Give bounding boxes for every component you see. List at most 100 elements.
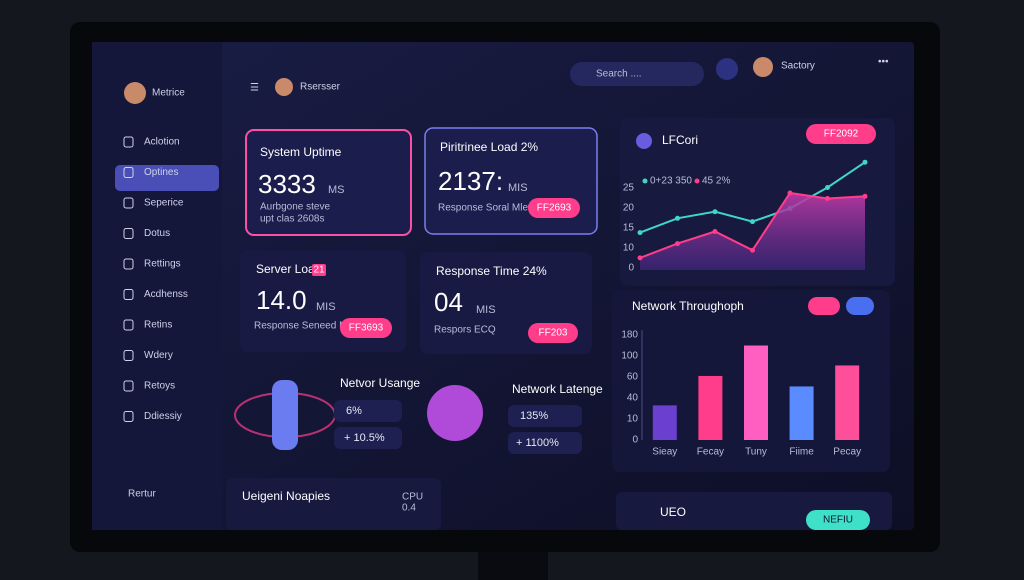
nav-icon[interactable] bbox=[123, 289, 134, 300]
bar bbox=[835, 365, 860, 440]
nav-icon[interactable] bbox=[123, 228, 134, 239]
topbar-user: Rsersser bbox=[300, 82, 341, 93]
nav-item[interactable]: Ddiessiy bbox=[144, 411, 182, 422]
nav-item[interactable]: Aclotion bbox=[144, 137, 180, 148]
bar bbox=[789, 386, 814, 440]
point bbox=[750, 247, 755, 253]
stand bbox=[478, 552, 548, 580]
stat-box bbox=[508, 405, 582, 427]
edit-button[interactable] bbox=[846, 297, 874, 315]
stat: + 1100% bbox=[516, 437, 559, 449]
more-menu[interactable]: ••• bbox=[878, 57, 889, 68]
point bbox=[787, 190, 793, 196]
nav-item[interactable]: Seperice bbox=[144, 198, 184, 209]
y-tick-label: 0 bbox=[632, 435, 638, 446]
x-tick-label: Fecay bbox=[697, 447, 724, 458]
cpu-label: CPU bbox=[402, 492, 423, 503]
card-title: System Uptime bbox=[260, 145, 342, 159]
card-value: 2137: bbox=[438, 166, 503, 196]
x-tick-label: Pecay bbox=[833, 447, 861, 458]
nav-item[interactable]: Rettings bbox=[144, 259, 181, 270]
card-title: Response Time 24% bbox=[436, 264, 547, 278]
button-text[interactable]: NEFIU bbox=[823, 515, 853, 526]
card-value: 14.0 bbox=[256, 285, 307, 315]
nav-icon[interactable] bbox=[123, 380, 134, 392]
stat: 135% bbox=[520, 410, 548, 422]
search-box[interactable] bbox=[570, 62, 704, 86]
badge bbox=[528, 198, 580, 218]
point bbox=[862, 159, 868, 165]
y-tick-label: 10 bbox=[623, 243, 635, 254]
home-button[interactable] bbox=[716, 58, 738, 80]
point bbox=[825, 196, 830, 201]
decor-globe bbox=[427, 385, 483, 441]
card-note: Response Seneed Mly bbox=[254, 321, 355, 332]
search-placeholder[interactable]: Search .... bbox=[596, 69, 642, 80]
nav-item[interactable]: Acdhenss bbox=[144, 289, 188, 300]
x-tick-label: Fiime bbox=[789, 447, 814, 458]
nav-item[interactable]: Retoys bbox=[144, 381, 175, 392]
y-tick-label: 10 bbox=[627, 414, 639, 425]
panel-title: Ueigeni Noapies bbox=[242, 489, 330, 503]
bar bbox=[698, 375, 723, 440]
active-item bbox=[115, 165, 219, 191]
y-tick-label: 60 bbox=[627, 372, 639, 383]
area bbox=[640, 193, 865, 270]
y-tick-label: 25 bbox=[623, 183, 635, 194]
y-tick-label: 100 bbox=[621, 351, 638, 362]
nav-icon[interactable] bbox=[123, 136, 134, 148]
card-note: Response Soral Mlev bbox=[438, 203, 533, 214]
nav-item[interactable]: Wdery bbox=[144, 350, 173, 361]
nav-item[interactable]: Retins bbox=[144, 320, 172, 331]
panel-icon bbox=[636, 133, 652, 149]
badge bbox=[528, 323, 578, 343]
stat-box bbox=[508, 432, 582, 454]
y-tick-label: 0 bbox=[628, 263, 634, 274]
stat-box bbox=[334, 427, 402, 449]
menu-icon[interactable]: ☰ bbox=[250, 83, 259, 94]
nav-item[interactable]: Dotus bbox=[144, 228, 170, 239]
y-tick-label: 180 bbox=[621, 330, 638, 341]
card bbox=[245, 129, 412, 236]
card-value: 3333 bbox=[258, 169, 316, 199]
sidebar-user: Metrice bbox=[152, 88, 185, 99]
nav-icon[interactable] bbox=[123, 167, 134, 178]
badge-text: FF2092 bbox=[824, 129, 859, 140]
sidebar-footer[interactable]: Rertur bbox=[128, 489, 156, 500]
avatar bbox=[275, 78, 293, 96]
bar bbox=[744, 345, 768, 440]
panel-title: Network Throughoph bbox=[632, 299, 744, 313]
point bbox=[637, 230, 643, 236]
avatar bbox=[124, 82, 146, 104]
x-tick-label: Sieay bbox=[652, 447, 677, 458]
action-button[interactable] bbox=[806, 510, 870, 530]
card-unit: MIS bbox=[476, 304, 496, 316]
decor-cylinder bbox=[272, 380, 298, 450]
bar bbox=[652, 405, 677, 440]
nav-item[interactable]: Optines bbox=[144, 167, 178, 178]
badge bbox=[806, 124, 876, 144]
x-tick-label: Tuny bbox=[745, 447, 767, 458]
nav-icon[interactable] bbox=[123, 350, 134, 361]
legend-swatch bbox=[642, 178, 648, 184]
nav-icon[interactable] bbox=[123, 319, 134, 331]
card-unit: MIS bbox=[508, 182, 528, 194]
card-title: Piritrinee Load 2% bbox=[440, 140, 538, 154]
filter-button[interactable] bbox=[808, 297, 840, 315]
panel-title: UEO bbox=[660, 505, 686, 519]
card-note: Respors ECQ bbox=[434, 325, 496, 336]
badge-text: FF2693 bbox=[537, 203, 572, 214]
nav-icon[interactable] bbox=[123, 197, 134, 209]
topbar-right-user: Sactory bbox=[781, 61, 815, 72]
point bbox=[712, 209, 718, 215]
nav-icon[interactable] bbox=[123, 411, 134, 422]
card-title: Netvor Usange bbox=[340, 376, 420, 390]
point bbox=[712, 229, 718, 234]
nav-icon[interactable] bbox=[123, 258, 134, 270]
panel-title: LFCori bbox=[662, 133, 698, 147]
point bbox=[862, 193, 868, 199]
point bbox=[750, 219, 755, 225]
point bbox=[637, 255, 643, 261]
